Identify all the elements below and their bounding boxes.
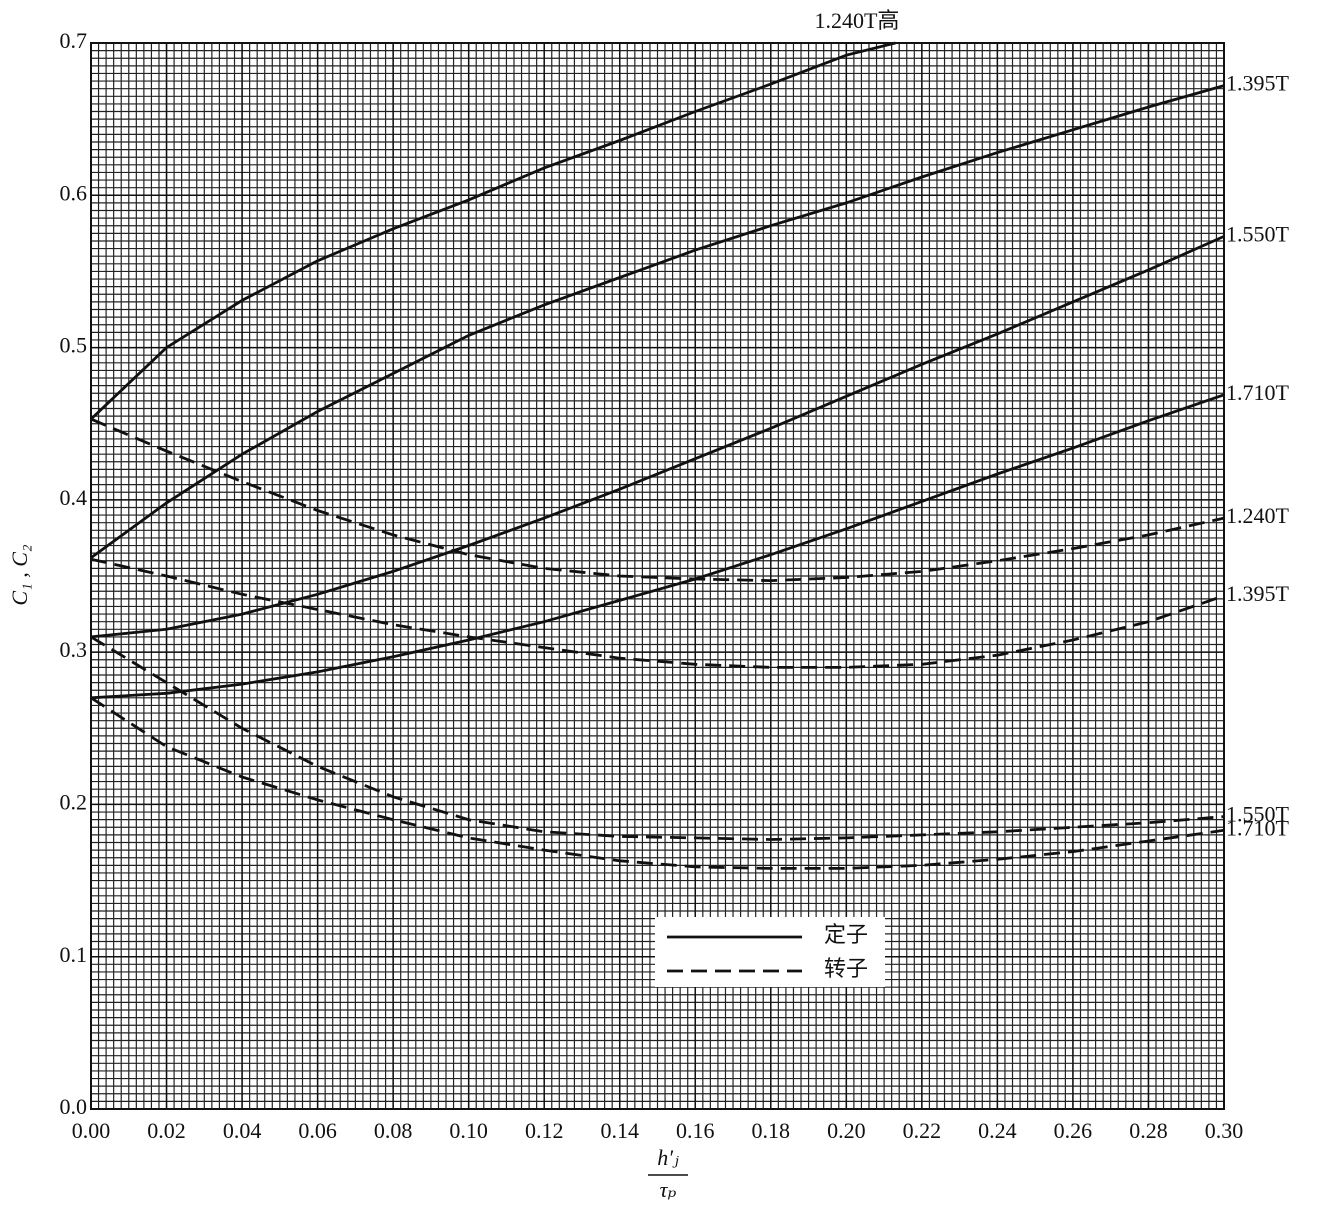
x-tick-label: 0.00 [72,1118,111,1143]
x-axis-label-denominator: τₚ [660,1177,677,1202]
series-line [90,393,1225,700]
x-tick-label: 0.24 [978,1118,1017,1143]
series-line [90,41,896,421]
x-tick-label: 0.08 [374,1118,413,1143]
x-tick-label: 0.28 [1129,1118,1168,1143]
series-label: 1.395T [1226,581,1290,606]
y-axis-label: C₁ , C₂ [7,544,32,605]
plot-frame [90,42,1225,1110]
series-label: 1.550T [1226,221,1290,246]
x-tick-label: 0.10 [449,1118,488,1143]
y-tick-label: 0.2 [60,789,88,814]
series-line [90,84,1225,559]
y-tick-label: 0.4 [60,485,88,510]
legend-label: 定子 [824,922,868,947]
x-tick-label: 0.30 [1205,1118,1244,1143]
x-tick-label: 0.22 [903,1118,942,1143]
series-label: 1.240T高 [814,8,899,33]
y-tick-label: 0.3 [60,637,88,662]
legend-box [655,917,885,987]
y-tick-label: 0.7 [60,28,88,53]
y-tick-label: 0.0 [60,1094,88,1119]
series-line [90,557,1225,669]
x-tick-label: 0.06 [298,1118,337,1143]
x-tick-label: 0.18 [752,1118,791,1143]
series-line [90,417,1225,583]
y-tick-label: 0.1 [60,942,88,967]
x-tick-label: 0.12 [525,1118,564,1143]
x-tick-label: 0.16 [676,1118,715,1143]
x-tick-label: 0.26 [1054,1118,1093,1143]
legend-label: 转子 [824,956,868,981]
series-line [90,696,1225,870]
x-axis-label-numerator: h′ⱼ [657,1145,679,1170]
x-tick-label: 0.20 [827,1118,866,1143]
series-label: 1.550T [1226,802,1290,827]
series-label: 1.395T [1226,71,1290,96]
x-tick-label: 0.04 [223,1118,262,1143]
series-label: 1.240T [1226,503,1290,528]
series-line [90,635,1225,841]
x-tick-label: 0.14 [600,1118,639,1143]
y-tick-label: 0.6 [60,180,88,205]
series-label: 1.710T [1226,380,1290,405]
x-tick-label: 0.02 [147,1118,186,1143]
series-line [90,235,1225,639]
y-tick-label: 0.5 [60,333,88,358]
series-label: 1.710T [1226,815,1290,840]
